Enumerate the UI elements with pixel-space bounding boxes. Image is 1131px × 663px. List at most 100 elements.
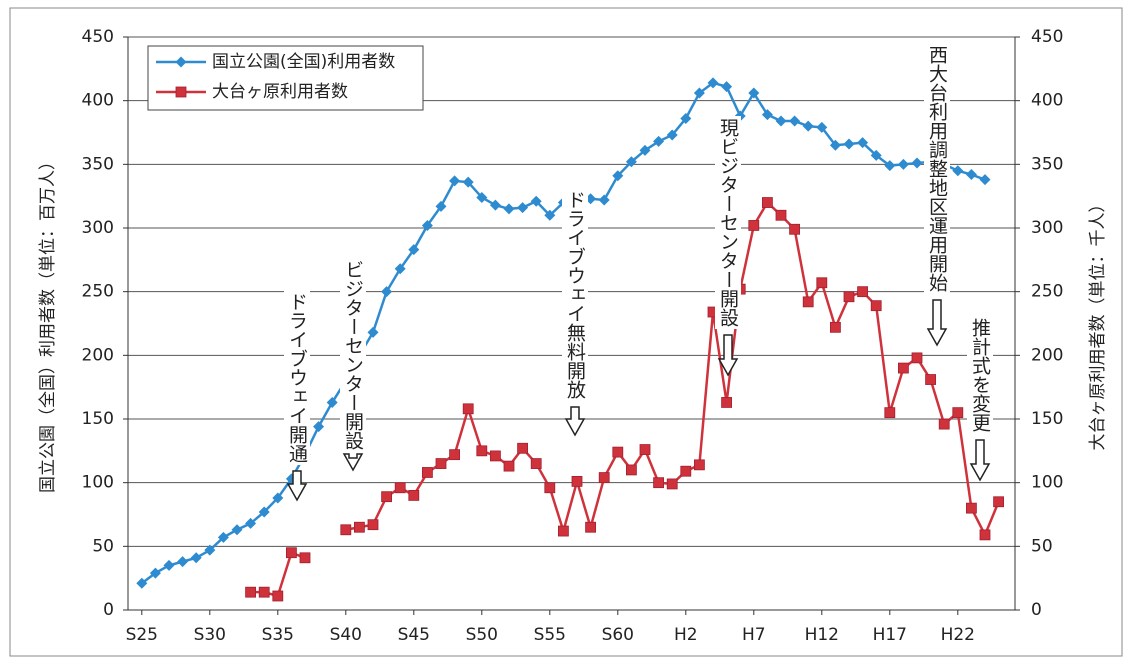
point [898, 362, 909, 374]
annotation-arrow [969, 439, 991, 482]
annotation-arrow [286, 470, 308, 502]
x-tick-label: S60 [602, 625, 634, 645]
point [190, 552, 202, 564]
point [435, 458, 447, 469]
annotation: 現ビジターセンター開設 [717, 118, 739, 327]
y-tick-label: 450 [82, 27, 114, 47]
point [571, 475, 583, 487]
point [489, 450, 501, 462]
point [462, 403, 474, 415]
annotation-bg [924, 43, 950, 294]
annotation-bg [340, 257, 366, 452]
point [544, 209, 556, 221]
point [857, 137, 869, 149]
y2-tick-label: 200 [1031, 345, 1063, 365]
point [775, 115, 787, 127]
y-tick-label: 100 [82, 473, 114, 493]
point [394, 482, 406, 494]
legend-label: 大台ヶ原利用者数 [212, 82, 348, 102]
point [408, 489, 420, 501]
point [626, 464, 637, 476]
legend-marker [175, 56, 187, 68]
x-tick-label: S55 [534, 625, 566, 645]
point [285, 547, 297, 559]
legend-label: 国立公園(全国)利用者数 [212, 52, 395, 72]
y-tick-label: 0 [103, 600, 114, 620]
point [911, 352, 923, 364]
point [258, 506, 270, 518]
legend-marker [175, 86, 187, 98]
point [340, 524, 352, 536]
point [503, 203, 515, 215]
point [789, 115, 801, 127]
x-tick-label: S25 [126, 625, 158, 645]
point [762, 197, 773, 208]
point [313, 421, 325, 433]
point [530, 195, 542, 207]
point [965, 169, 977, 181]
annotation-bg [967, 315, 993, 434]
y-tick-label: 300 [82, 218, 114, 238]
annotation-arrow [926, 299, 948, 347]
point [666, 129, 678, 141]
point [761, 109, 773, 121]
point [585, 521, 596, 533]
point [802, 296, 814, 308]
annotation-bg [284, 290, 310, 465]
point [231, 524, 243, 536]
point [897, 158, 909, 170]
point [694, 459, 705, 471]
point [177, 556, 189, 568]
x-tick-label: H12 [805, 625, 839, 645]
point [598, 194, 610, 206]
annotation: 推計式を変更 [969, 318, 991, 432]
point [381, 491, 393, 503]
x-tick-label: S50 [466, 625, 498, 645]
x-tick-label: H2 [674, 625, 698, 645]
point [326, 396, 338, 408]
point [625, 156, 637, 168]
point [299, 552, 311, 564]
point [884, 160, 896, 172]
point [802, 120, 814, 132]
point [816, 121, 828, 133]
point [639, 444, 651, 455]
point [666, 478, 678, 490]
point [870, 149, 882, 161]
point [721, 397, 732, 408]
point [952, 407, 964, 419]
point [680, 112, 692, 124]
legend-box [147, 45, 424, 111]
y2-tick-label: 300 [1031, 218, 1063, 238]
point [653, 477, 664, 489]
point [272, 590, 284, 602]
point [870, 300, 882, 312]
point [489, 199, 501, 211]
y-tick-label: 350 [82, 154, 114, 174]
point [394, 263, 406, 275]
point [258, 586, 270, 598]
point [843, 138, 855, 150]
point [435, 200, 447, 212]
point [789, 223, 800, 235]
point [353, 521, 365, 533]
annotation-arrow [717, 334, 739, 377]
y-tick-label: 50 [92, 536, 114, 556]
point [639, 144, 651, 156]
y2-tick-label: 150 [1031, 409, 1063, 429]
point [775, 209, 787, 221]
x-tick-label: S40 [330, 625, 362, 645]
y-tick-label: 400 [82, 91, 114, 111]
point [884, 407, 896, 419]
point [911, 157, 923, 169]
point [149, 567, 161, 579]
point [517, 442, 528, 454]
point [952, 165, 964, 177]
point [816, 277, 828, 289]
annotation-bg [562, 188, 588, 401]
point [938, 418, 950, 430]
point [476, 445, 488, 457]
point [449, 449, 461, 461]
